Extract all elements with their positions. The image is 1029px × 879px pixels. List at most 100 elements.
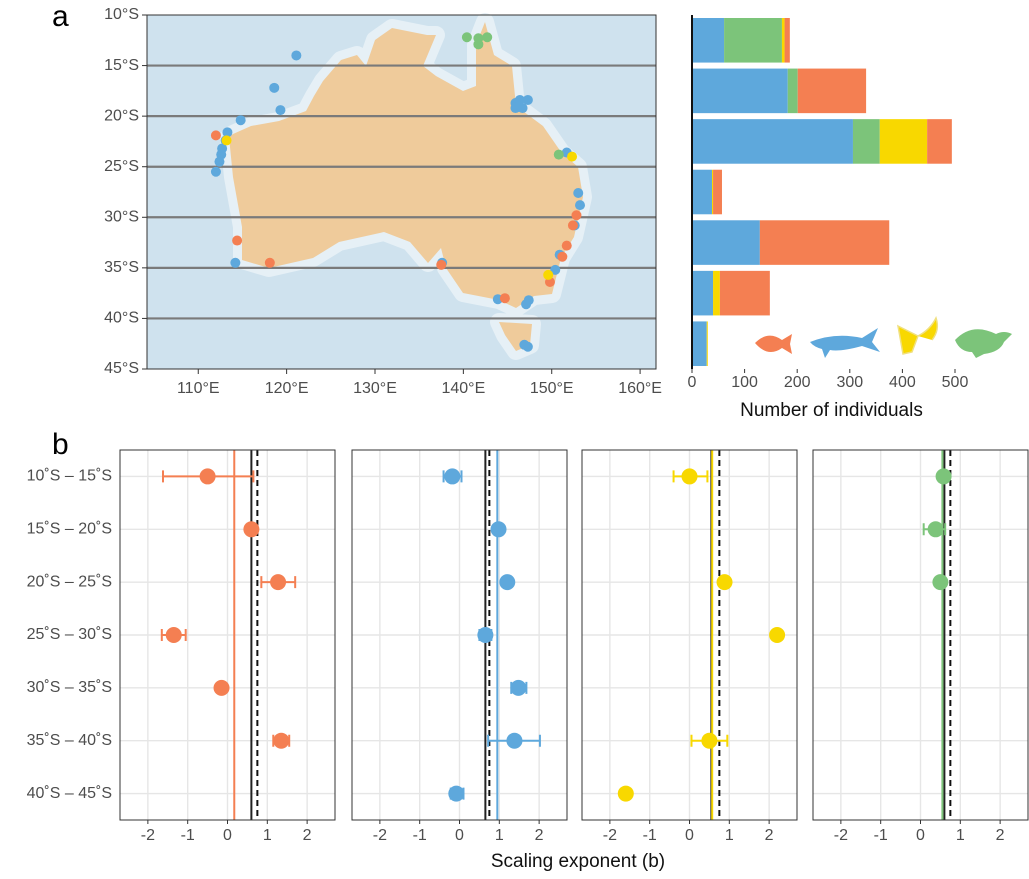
point	[243, 521, 260, 538]
map-point	[230, 257, 241, 268]
x-tick-label: 100	[731, 374, 758, 391]
x-tick-label: 2	[535, 827, 544, 844]
x-tick-label: 110°E	[177, 380, 220, 397]
panel-label: a	[52, 0, 69, 33]
x-tick-label: -1	[643, 827, 657, 844]
bar-segment	[692, 18, 725, 63]
y-tick-label: 10°S	[104, 6, 139, 23]
point	[199, 468, 216, 485]
y-tick-label: 40˚S – 45˚S	[27, 785, 112, 802]
x-tick-label: -2	[603, 827, 617, 844]
map-point	[514, 94, 525, 105]
turtle-icon	[955, 329, 1012, 358]
x-tick-label: 1	[263, 827, 272, 844]
point	[165, 627, 182, 643]
x-tick-label: 0	[685, 827, 694, 844]
map-point	[553, 149, 564, 160]
map-point	[210, 166, 221, 177]
map-point	[210, 130, 221, 141]
map-point	[543, 269, 554, 280]
map-point	[573, 188, 584, 199]
x-tick-label: -2	[373, 827, 387, 844]
map-point	[291, 50, 302, 61]
x-tick-label: 0	[223, 827, 232, 844]
point	[681, 468, 698, 485]
y-tick-label: 10˚S – 15˚S	[27, 468, 112, 485]
point	[935, 468, 952, 485]
point	[769, 627, 786, 643]
y-tick-label: 40°S	[104, 310, 139, 327]
x-tick-label: -1	[874, 827, 888, 844]
x-tick-label: 200	[784, 374, 811, 391]
x-tick-label: 1	[956, 827, 965, 844]
bar-segment	[692, 270, 714, 316]
bar-segment	[692, 119, 853, 164]
bar-segment	[692, 220, 760, 265]
x-tick-label: -1	[181, 827, 195, 844]
point	[477, 627, 494, 643]
bar-segment	[692, 321, 707, 366]
point	[701, 732, 718, 749]
x-tick-label: 160°E	[618, 380, 662, 397]
map-point	[517, 103, 528, 114]
x-tick-label: 0	[688, 374, 697, 391]
x-tick-label: 2	[303, 827, 312, 844]
map-point	[571, 210, 582, 221]
map-point	[214, 156, 225, 167]
x-tick-label: 400	[889, 374, 916, 391]
panel-frame	[351, 449, 568, 821]
map-point	[482, 32, 493, 43]
map-point	[264, 257, 275, 268]
y-tick-label: 30°S	[104, 209, 139, 226]
map-point	[567, 151, 578, 162]
map-point	[550, 264, 561, 275]
point	[444, 468, 461, 485]
map-point	[473, 39, 484, 50]
shark-icon	[810, 328, 880, 358]
point	[617, 785, 634, 802]
bar-segment	[719, 270, 770, 316]
bar-segment	[927, 119, 952, 164]
x-axis-label: Scaling exponent (b)	[491, 851, 665, 872]
x-tick-label: 130°E	[353, 380, 397, 397]
bar-segment	[787, 68, 798, 114]
x-tick-label: 0	[916, 827, 925, 844]
bar-segment	[759, 220, 890, 265]
y-tick-label: 20˚S – 25˚S	[27, 573, 112, 590]
bar-segment	[692, 169, 712, 215]
point	[270, 574, 287, 591]
map-point	[275, 105, 286, 116]
map-point	[522, 94, 533, 105]
x-tick-label: 150°E	[530, 380, 574, 397]
point	[273, 732, 290, 749]
x-tick-label: 140°E	[441, 380, 485, 397]
map-point	[561, 240, 572, 251]
x-tick-label: -1	[413, 827, 427, 844]
y-tick-label: 20°S	[104, 107, 139, 124]
bar-segment	[713, 270, 720, 316]
panel-frame	[119, 449, 336, 821]
map-point	[221, 135, 232, 146]
point	[213, 679, 230, 696]
panel-frame	[581, 449, 798, 821]
y-tick-label: 45°S	[104, 360, 139, 377]
bar-segment	[692, 68, 788, 114]
bar-segment	[713, 169, 722, 215]
bar-segment	[852, 119, 880, 164]
map-frame	[146, 14, 657, 370]
map-point	[510, 103, 521, 114]
point	[448, 785, 465, 802]
map-point	[222, 127, 233, 138]
map-point	[235, 115, 246, 126]
point	[499, 574, 516, 591]
point	[490, 521, 507, 538]
bar-segment	[784, 18, 790, 63]
map-point	[232, 235, 243, 246]
bar-segment	[797, 68, 867, 114]
x-tick-label: 1	[725, 827, 734, 844]
y-tick-label: 30˚S – 35˚S	[27, 679, 112, 696]
x-tick-label: 1	[495, 827, 504, 844]
taxon-icons	[755, 316, 1012, 358]
x-axis-label: Number of individuals	[740, 400, 923, 421]
